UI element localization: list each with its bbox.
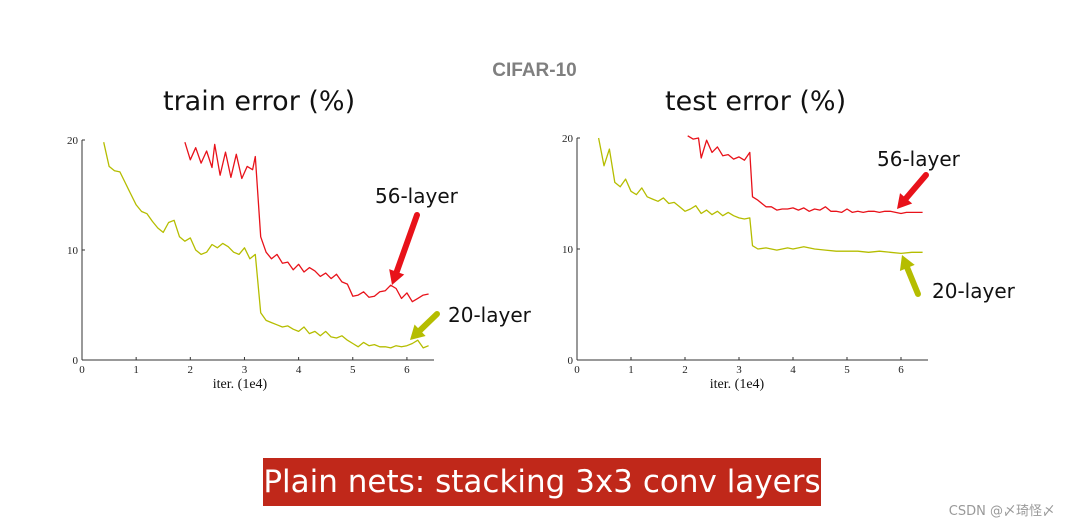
train-annotation-arrow-shaft: [417, 311, 440, 334]
test-annotation-arrow-head: [899, 255, 915, 271]
test-annotation-56-layer: 56-layer: [877, 147, 961, 171]
test-x-tick-label: 5: [844, 364, 850, 376]
train-annotation-arrow-shaft: [393, 212, 420, 275]
test-y-tick-label: 10: [562, 244, 574, 256]
caption-banner: Plain nets: stacking 3x3 conv layers: [263, 458, 821, 506]
train-x-tick-label: 0: [79, 364, 85, 376]
test-annotation-20-layer: 20-layer: [932, 279, 1016, 303]
train-x-axis-label: iter. (1e4): [213, 377, 268, 392]
train-y-tick-label: 10: [67, 245, 79, 257]
test-chart-title: test error (%): [665, 86, 847, 117]
test-series-20-layer-line: [597, 137, 923, 255]
test-x-tick-label: 2: [682, 364, 688, 376]
train-annotation-arrow-head: [389, 269, 405, 285]
train-annotation-arrow-head: [410, 324, 426, 340]
test-y-tick-label: 0: [568, 355, 574, 367]
test-annotation-arrow-shaft: [903, 172, 929, 202]
train-chart-title: train error (%): [163, 86, 356, 117]
train-x-tick-label: 3: [242, 364, 248, 376]
test-annotation-arrow-head: [897, 193, 913, 209]
test-x-tick-label: 0: [574, 364, 580, 376]
train-annotation-56-layer: 56-layer: [375, 184, 459, 208]
test-x-tick-label: 1: [628, 364, 634, 376]
test-x-tick-label: 4: [790, 364, 796, 376]
train-y-tick-label: 0: [73, 355, 79, 367]
test-series-56-layer-line: [687, 135, 923, 215]
train-x-tick-label: 2: [188, 364, 194, 376]
watermark: CSDN @〆琦怪〆: [948, 504, 1055, 519]
test-x-tick-label: 6: [898, 364, 904, 376]
train-x-tick-label: 1: [133, 364, 139, 376]
test-y-tick-label: 20: [562, 133, 574, 145]
test-x-axis-label: iter. (1e4): [710, 377, 765, 392]
train-series-56-layer-line: [184, 142, 429, 303]
train-annotation-20-layer: 20-layer: [448, 303, 532, 327]
train-x-tick-label: 4: [296, 364, 302, 376]
test-x-tick-label: 3: [736, 364, 742, 376]
figure-title: CIFAR-10: [492, 60, 577, 81]
train-x-tick-label: 5: [350, 364, 356, 376]
train-series-20-layer-line: [103, 142, 429, 349]
train-y-tick-label: 20: [67, 135, 79, 147]
test-annotation-arrow-shaft: [904, 264, 921, 297]
train-x-tick-label: 6: [404, 364, 410, 376]
